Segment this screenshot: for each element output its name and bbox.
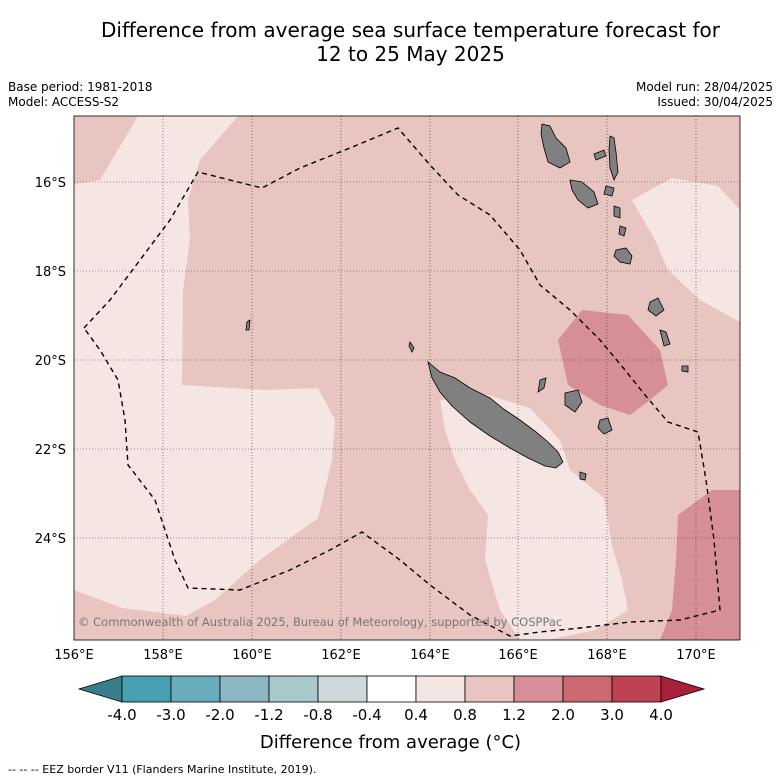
- colorbar-swatch: [121, 675, 172, 703]
- colorbar-tick-label: 1.2: [502, 706, 526, 724]
- meta-left: Base period: 1981-2018 Model: ACCESS-S2: [8, 80, 153, 110]
- lat-label: 16°S: [35, 176, 66, 191]
- graticule: [74, 116, 740, 640]
- colorbar-swatch: [219, 675, 270, 703]
- anomaly-region-warm-se: [660, 490, 740, 640]
- lon-label: 166°E: [498, 648, 538, 663]
- lon-label: 160°E: [232, 648, 272, 663]
- colorbar: [77, 675, 706, 703]
- colorbar-swatch: [366, 675, 417, 703]
- colorbar-swatch: [611, 675, 662, 703]
- anomaly-region-east-light: [440, 395, 628, 640]
- meta-right: Model run: 28/04/2025 Issued: 30/04/2025: [636, 80, 773, 110]
- lon-label: 170°E: [676, 648, 716, 663]
- lon-label: 164°E: [410, 648, 450, 663]
- copyright-text: © Commonwealth of Australia 2025, Bureau…: [78, 615, 562, 629]
- colorbar-swatch: [170, 675, 221, 703]
- anomaly-corner-nw: [74, 116, 138, 184]
- model-run: Model run: 28/04/2025: [635, 80, 773, 94]
- lon-labels: 156°E 158°E 160°E 162°E 164°E 166°E 168°…: [54, 648, 716, 663]
- lat-label: 22°S: [35, 443, 66, 458]
- model-name: Model: ACCESS-S2: [8, 95, 120, 109]
- colorbar-swatch: [317, 675, 368, 703]
- colorbar-tick-label: -4.0: [107, 706, 136, 724]
- map-title: Difference from average sea surface temp…: [40, 18, 781, 66]
- anomaly-region-west-light: [74, 116, 335, 616]
- lon-label: 156°E: [54, 648, 94, 663]
- colorbar-extend-high: [660, 675, 706, 703]
- colorbar-tick-label: -0.8: [303, 706, 332, 724]
- anomaly-field: [74, 116, 740, 640]
- colorbar-swatch: [562, 675, 613, 703]
- lat-label: 20°S: [35, 354, 66, 369]
- colorbar-tick-label: 4.0: [649, 706, 673, 724]
- colorbar-tick-label: -1.2: [254, 706, 283, 724]
- vanuatu: [540, 123, 571, 169]
- chesterfield-islands: [245, 319, 251, 331]
- colorbar-swatch: [513, 675, 564, 703]
- colorbar-swatch: [268, 675, 319, 703]
- colorbar-tick-label: -0.4: [352, 706, 381, 724]
- title-line-1: Difference from average sea surface temp…: [100, 18, 720, 42]
- base-period: Base period: 1981-2018: [8, 80, 153, 94]
- colorbar-swatch: [464, 675, 515, 703]
- colorbar-extend-low: [77, 675, 123, 703]
- issued-date: Issued: 30/04/2025: [657, 95, 773, 109]
- eez-footer-note: -- -- -- EEZ border V11 (Flanders Marine…: [8, 763, 317, 776]
- colorbar-tick-label: 0.4: [404, 706, 428, 724]
- title-line-2: 12 to 25 May 2025: [316, 42, 505, 66]
- eez-border: [83, 127, 721, 637]
- lat-label: 24°S: [35, 532, 66, 547]
- colorbar-swatch: [415, 675, 466, 703]
- lat-labels: 16°S 18°S 20°S 22°S 24°S: [35, 176, 66, 547]
- lat-label: 18°S: [35, 265, 66, 280]
- map-frame: [73, 115, 741, 641]
- anomaly-region-ne-light: [632, 178, 740, 322]
- colorbar-tick-labels: -4.0 -3.0 -2.0 -1.2 -0.8 -0.4 0.4 0.8 1.2 2.0 3.0 4…: [107, 706, 673, 724]
- new-caledonia: [427, 360, 564, 469]
- lon-label: 168°E: [587, 648, 627, 663]
- land-masses: [245, 123, 689, 481]
- colorbar-tick-label: -2.0: [205, 706, 234, 724]
- colorbar-tick-label: 2.0: [551, 706, 575, 724]
- colorbar-tick-label: 3.0: [600, 706, 624, 724]
- colorbar-tick-label: 0.8: [453, 706, 477, 724]
- colorbar-label: Difference from average (°C): [259, 732, 522, 753]
- loyalty-islands: [537, 377, 547, 393]
- lon-label: 158°E: [143, 648, 183, 663]
- lon-label: 162°E: [321, 648, 361, 663]
- colorbar-tick-label: -3.0: [156, 706, 185, 724]
